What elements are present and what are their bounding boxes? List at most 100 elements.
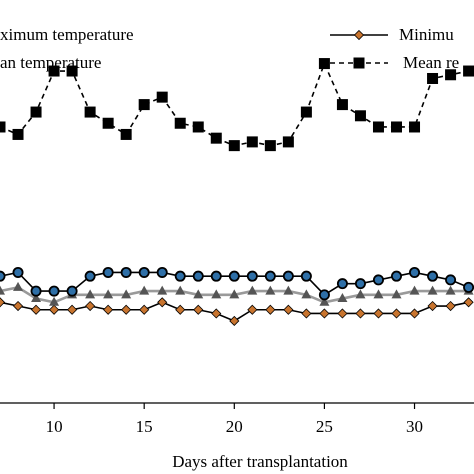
series-2-point-27: [463, 281, 474, 293]
series-4-point-27: [463, 297, 474, 308]
series-4-point-6: [85, 300, 96, 312]
series-1-point-4: [48, 65, 60, 77]
series-3-point-9: [139, 285, 150, 295]
series-4-point-1: [0, 297, 6, 308]
series-1-point-22: [372, 121, 384, 133]
series-2-point-21: [354, 278, 366, 290]
series-2-point-3: [30, 285, 42, 297]
series-2-point-5: [66, 285, 78, 297]
series-3-point-19: [319, 296, 330, 306]
x-tick-label-3: 20: [226, 417, 243, 436]
series-4-point-2: [12, 300, 24, 312]
legend-left-label-1: ximum temperature: [0, 25, 134, 44]
plot-series: [0, 58, 474, 327]
series-2-point-17: [282, 270, 294, 282]
series-3-point-13: [211, 289, 222, 299]
series-4-point-14: [229, 315, 240, 327]
series-1-point-15: [246, 136, 258, 148]
series-2-point-26: [445, 274, 457, 286]
series-2-point-15: [246, 270, 258, 282]
series-3-point-16: [265, 285, 276, 295]
series-3-point-8: [121, 289, 132, 299]
series-4-point-22: [373, 308, 384, 319]
series-1-point-12: [192, 121, 204, 133]
series-4-point-26: [445, 300, 456, 312]
series-4-point-24: [409, 308, 420, 319]
series-2-point-14: [228, 270, 240, 282]
series-4-point-7: [103, 304, 114, 315]
series-4-point-9: [139, 304, 150, 315]
series-1-point-26: [445, 69, 457, 81]
series-3-point-15: [247, 285, 258, 295]
x-tick-label-4: 25: [316, 417, 333, 436]
series-4-point-17: [283, 304, 294, 315]
series-3-point-14: [229, 289, 240, 299]
series-1-point-6: [84, 106, 96, 118]
series-3-point-1: [0, 285, 5, 295]
x-tick-label-1: 10: [46, 417, 63, 436]
series-3-point-10: [157, 285, 168, 295]
series-1-point-20: [336, 99, 348, 111]
series-3-point-11: [175, 285, 186, 295]
series-3-point-3: [31, 293, 42, 303]
series-3-point-6: [85, 289, 96, 299]
series-4-point-12: [193, 304, 204, 315]
series-2-point-6: [84, 270, 96, 282]
series-2-point-24: [409, 266, 421, 278]
series-2-point-10: [156, 266, 168, 278]
series-3-point-26: [445, 285, 456, 295]
series-2-point-11: [174, 270, 186, 282]
series-3-point-7: [103, 289, 114, 299]
series-2-point-18: [300, 270, 312, 282]
legend-right-marker-2: [353, 57, 365, 69]
legend-right-label-1: Minimu: [399, 25, 454, 44]
series-3-point-25: [427, 285, 438, 295]
series-4-point-10: [157, 297, 168, 308]
series-2-point-9: [138, 266, 150, 278]
x-axis-label: Days after transplantation: [172, 452, 348, 471]
series-4-point-11: [175, 304, 186, 315]
series-1-point-8: [120, 128, 132, 140]
series-4-point-4: [49, 304, 60, 315]
series-4-point-8: [121, 304, 132, 315]
series-4-point-3: [30, 304, 42, 315]
series-4-point-19: [319, 308, 330, 319]
series-3-point-4: [49, 296, 60, 306]
series-4-point-25: [427, 300, 438, 312]
series-1-point-25: [427, 72, 439, 84]
series-2-point-23: [391, 270, 403, 282]
series-4-point-18: [301, 308, 312, 319]
series-4-point-21: [355, 308, 366, 319]
legend-right: Minimu Mean re: [330, 25, 459, 72]
series-2-point-19: [318, 289, 330, 301]
series-1-point-18: [300, 106, 312, 118]
series-3-point-12: [193, 289, 204, 299]
series-2-point-4: [48, 285, 60, 297]
x-tick-label-2: 15: [136, 417, 153, 436]
series-1-point-27: [463, 65, 474, 77]
series-3-point-23: [391, 289, 402, 299]
series-1-point-23: [391, 121, 403, 133]
series-4-point-15: [247, 304, 258, 315]
legend-right-marker-1: [353, 29, 365, 41]
series-1-point-3: [30, 106, 42, 118]
series-4-point-23: [391, 308, 402, 319]
series-1-point-10: [156, 91, 168, 103]
series-3-point-17: [283, 285, 294, 295]
legend-left: ximum temperature an temperature: [0, 25, 134, 72]
series-1-point-21: [354, 110, 366, 122]
series-2-point-16: [264, 270, 276, 282]
series-2-point-12: [192, 270, 204, 282]
series-4-point-13: [211, 308, 222, 319]
series-2-point-20: [336, 278, 348, 290]
series-2-point-22: [372, 274, 384, 286]
x-ticks: 10 15 20 25 30: [46, 403, 423, 436]
series-1-point-2: [12, 128, 24, 140]
series-1-point-19: [318, 58, 330, 70]
series-1-point-16: [264, 140, 276, 152]
series-3-point-2: [13, 281, 24, 291]
series-4-point-20: [337, 308, 348, 319]
series-2-point-25: [427, 270, 439, 282]
series-1-point-14: [228, 140, 240, 152]
series-3-point-20: [337, 293, 348, 303]
